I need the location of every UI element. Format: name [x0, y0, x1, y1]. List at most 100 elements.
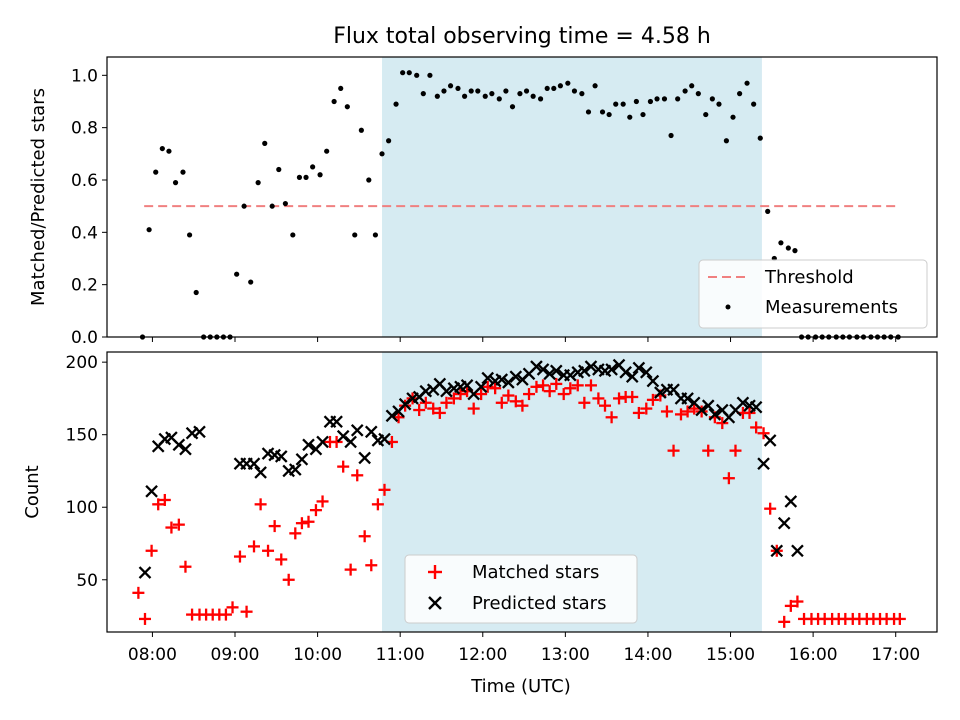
count-y-axis-label: Count: [22, 465, 43, 518]
measurement-point: [193, 289, 199, 296]
matched-star-marker: [537, 379, 550, 392]
ratio-y-tick-label: 0.6: [71, 171, 98, 191]
matched-star-marker: [764, 502, 777, 515]
matched-star-marker: [262, 544, 275, 557]
matched-star-marker: [467, 402, 480, 415]
count-y-ticks: 50 100 150 200: [66, 353, 107, 591]
matched-star-marker: [337, 460, 350, 473]
measurement-point: [296, 174, 303, 180]
matched-star-marker: [530, 380, 543, 393]
legend-predicted-swatch: [428, 596, 442, 610]
measurement-point: [751, 101, 757, 107]
figure-title: Flux total observing time = 4.58 h: [333, 24, 711, 49]
measurement-point: [668, 132, 674, 139]
measurement-point: [303, 174, 309, 180]
measurement-point: [255, 180, 261, 186]
measurement-point: [647, 98, 654, 105]
measurement-point: [290, 232, 296, 238]
measurement-point: [509, 104, 516, 110]
predicted-star-marker: [288, 463, 302, 476]
matched-star-marker: [550, 377, 563, 390]
matched-star-marker: [179, 560, 192, 573]
measurement-point: [579, 91, 585, 97]
measurement-point: [180, 169, 186, 175]
predicted-star-marker: [757, 457, 770, 471]
predicted-star-marker: [605, 363, 618, 376]
matched-star-marker: [605, 411, 618, 424]
measurement-point: [186, 232, 193, 238]
legend-matched-label: Matched stars: [472, 562, 599, 583]
predicted-star-marker: [172, 438, 186, 452]
predicted-star-marker: [481, 371, 495, 385]
matched-star-marker: [502, 389, 515, 402]
measurement-point: [420, 91, 426, 97]
measurement-point: [737, 91, 743, 97]
predicted-star-marker: [145, 484, 158, 498]
measurement-point: [475, 88, 481, 94]
predicted-star-marker: [564, 368, 577, 382]
measurement-point: [276, 166, 282, 173]
predicted-star-marker: [646, 374, 660, 388]
predicted-star-marker: [350, 424, 364, 437]
matched-star-marker: [750, 421, 763, 434]
predicted-star-marker: [770, 544, 784, 558]
matched-star-marker: [371, 498, 384, 511]
matched-star-marker: [309, 504, 322, 517]
predicted-star-marker: [749, 400, 763, 414]
measurement-point: [517, 91, 523, 97]
measurement-point: [744, 80, 750, 86]
measurement-point: [661, 96, 668, 102]
measurement-point: [530, 93, 536, 99]
predicted-star-marker: [639, 365, 653, 379]
ratio-panel: 0.0 0.2 0.4 0.6 0.8 1.0 Matched/Predicted sta…: [28, 56, 938, 348]
predicted-star-marker: [330, 415, 343, 428]
matched-star-marker: [254, 498, 267, 511]
matched-star-marker: [138, 612, 151, 625]
measurement-point: [620, 101, 626, 107]
legend-threshold-label: Threshold: [764, 267, 854, 288]
measurement-point: [654, 96, 660, 102]
ratio-y-tick-label: 1.0: [71, 66, 98, 86]
matched-star-marker: [599, 399, 611, 412]
measurement-point: [386, 138, 392, 144]
matched-star-marker: [378, 483, 391, 496]
matched-star-marker: [282, 573, 295, 586]
x-tick-label: 12:00: [458, 645, 507, 665]
predicted-star-marker: [736, 396, 750, 410]
measurement-point: [248, 279, 254, 285]
matched-star-marker: [646, 393, 659, 406]
measurement-point: [537, 96, 544, 102]
x-axis-label: Time (UTC): [470, 676, 571, 697]
measurement-point: [241, 203, 247, 209]
predicted-star-marker: [254, 466, 267, 479]
matched-star-marker: [564, 382, 577, 395]
ratio-x-ticks: [151, 337, 897, 342]
matched-star-marker: [433, 406, 446, 419]
measurement-point: [565, 80, 571, 86]
ratio-y-tick-label: 0.0: [71, 328, 98, 348]
measurement-point: [331, 98, 337, 105]
matched-star-marker: [454, 388, 467, 401]
measurement-point: [682, 88, 688, 94]
matched-star-marker: [640, 402, 653, 415]
matched-star-marker: [584, 379, 597, 392]
matched-star-marker: [489, 382, 502, 395]
matched-star-marker: [571, 379, 584, 392]
measurement-point: [689, 83, 695, 89]
matched-star-marker: [757, 427, 770, 440]
measurement-point: [633, 98, 639, 105]
measurement-point: [262, 140, 268, 146]
matched-star-marker: [344, 563, 357, 576]
predicted-stars-points: [138, 358, 804, 579]
x-tick-label: 13:00: [541, 645, 590, 665]
measurement-point: [310, 164, 316, 170]
predicted-star-marker: [791, 544, 804, 558]
measurement-point: [730, 114, 736, 120]
measurement-point: [234, 271, 240, 277]
measurement-point: [159, 145, 165, 152]
count-legend: Matched stars Predicted stars: [404, 554, 638, 624]
x-tick-label: 17:00: [871, 645, 920, 665]
measurement-point: [358, 127, 364, 133]
measurement-point: [627, 114, 633, 120]
